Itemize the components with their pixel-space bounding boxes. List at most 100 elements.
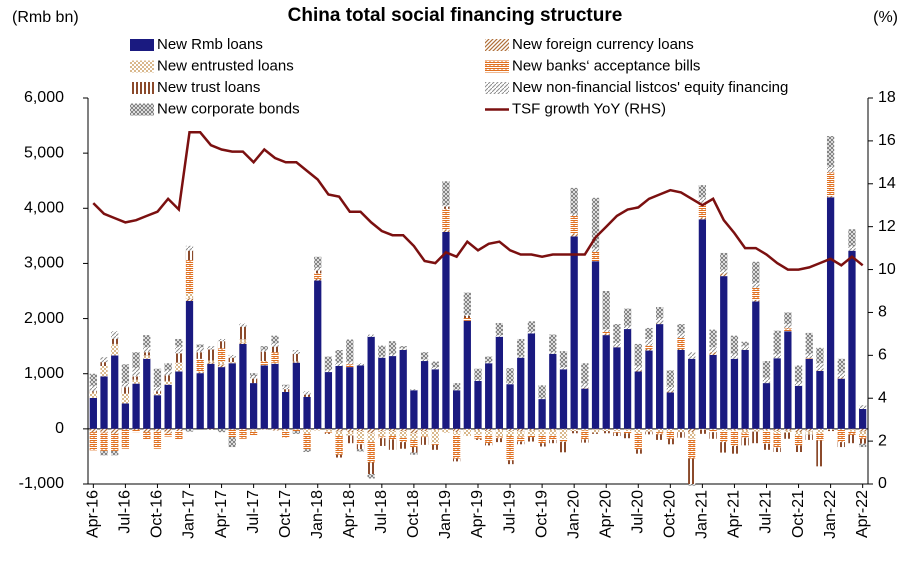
bar-segment (367, 474, 375, 479)
bar-segment (837, 429, 845, 443)
bar-segment (260, 364, 268, 366)
bar-segment (143, 352, 151, 356)
bar-segment (249, 373, 258, 376)
bar-segment (698, 185, 707, 198)
bar-segment (570, 236, 578, 429)
bar-segment (538, 399, 546, 429)
bar-segment (303, 396, 311, 429)
bar-segment (474, 429, 482, 435)
bar-segment (549, 353, 557, 429)
bar-segment (591, 432, 600, 434)
bar-segment (677, 332, 685, 338)
bar-segment (698, 429, 707, 434)
bar-segment (538, 397, 546, 400)
bar-segment (837, 428, 845, 430)
bar-segment (816, 347, 824, 364)
bar-segment (613, 346, 621, 348)
bar-segment (175, 346, 183, 354)
bar-segment (271, 363, 279, 429)
x-tick-label: Apr-18 (341, 490, 358, 538)
bar-segment (164, 428, 172, 434)
bar-segment (282, 428, 290, 430)
bar-segment (185, 293, 194, 299)
bar-segment (720, 273, 728, 277)
legend-label: New banks‘ acceptance bills (512, 57, 700, 74)
bar-segment (303, 433, 311, 450)
bar-segment (656, 434, 664, 440)
bar-segment (228, 357, 236, 363)
bar-segment (688, 458, 696, 484)
bar-segment (720, 276, 728, 429)
bar-segment (784, 428, 792, 431)
bar-segment (591, 261, 600, 429)
y-tick-label: 5,000 (24, 144, 64, 161)
bar-segment (688, 484, 696, 486)
bar-segment (100, 428, 108, 433)
bar-segment (538, 385, 546, 398)
bar-segment (645, 348, 653, 351)
bar-segment (111, 450, 119, 456)
bar-segment (442, 204, 450, 207)
bar-segment (388, 341, 397, 354)
bar-segment (153, 391, 162, 394)
bar-segment (698, 197, 707, 203)
bar-segment (794, 381, 803, 386)
bar-segment (656, 432, 664, 435)
bar-segment (709, 354, 717, 429)
bar-segment (517, 428, 525, 432)
bar-segment (741, 341, 749, 346)
bar-segment (848, 434, 856, 444)
bar-segment (784, 430, 792, 433)
bar-segment (570, 233, 578, 237)
bar-segment (826, 197, 835, 429)
y2-tick-label: 18 (878, 89, 896, 106)
bar-segment (752, 428, 760, 432)
bar-segment (132, 429, 140, 433)
bar-segment (698, 219, 707, 429)
bar-segment (602, 428, 610, 432)
bar-segment (185, 298, 194, 301)
chart-title: China total social financing structure (288, 5, 623, 26)
bar-segment (463, 315, 471, 319)
bar-segment (613, 347, 621, 429)
bar-segment (485, 362, 493, 364)
bar-segment (677, 348, 685, 351)
bar-segment (720, 431, 728, 443)
bar-segment (100, 365, 108, 377)
bar-segment (111, 338, 119, 344)
bar-segment (399, 431, 407, 438)
bar-segment (132, 352, 140, 369)
bar-segment (613, 324, 621, 343)
bar-segment (410, 433, 418, 440)
bar-segment (495, 322, 504, 336)
bar-segment (816, 428, 824, 434)
bar-segment (848, 429, 856, 432)
bar-segment (485, 356, 493, 363)
bar-segment (185, 250, 194, 261)
bar-segment (581, 388, 589, 429)
bar-segment (848, 229, 856, 247)
bar-segment (506, 428, 514, 432)
bar-segment (121, 387, 130, 394)
bar-segment (410, 389, 418, 391)
line-series (92, 131, 864, 271)
bar-segment (399, 346, 407, 349)
bar-segment (292, 353, 300, 362)
legend-swatch (130, 60, 154, 73)
x-tick-label: Oct-19 (533, 490, 550, 538)
bar-segment (752, 431, 760, 444)
bar-segment (677, 324, 685, 333)
bar-segment (517, 356, 525, 358)
bar-segment (260, 361, 268, 365)
bar-segment (260, 365, 268, 429)
bar-segment (217, 361, 226, 365)
bar-segment (111, 331, 119, 339)
bar-segment (143, 432, 151, 440)
bar-segment (527, 428, 536, 431)
x-tick-label: Oct-17 (277, 490, 294, 538)
bar-segment (442, 181, 450, 205)
bar-segment (645, 338, 653, 346)
bar-segment (602, 291, 610, 330)
bar-segment (431, 367, 439, 370)
